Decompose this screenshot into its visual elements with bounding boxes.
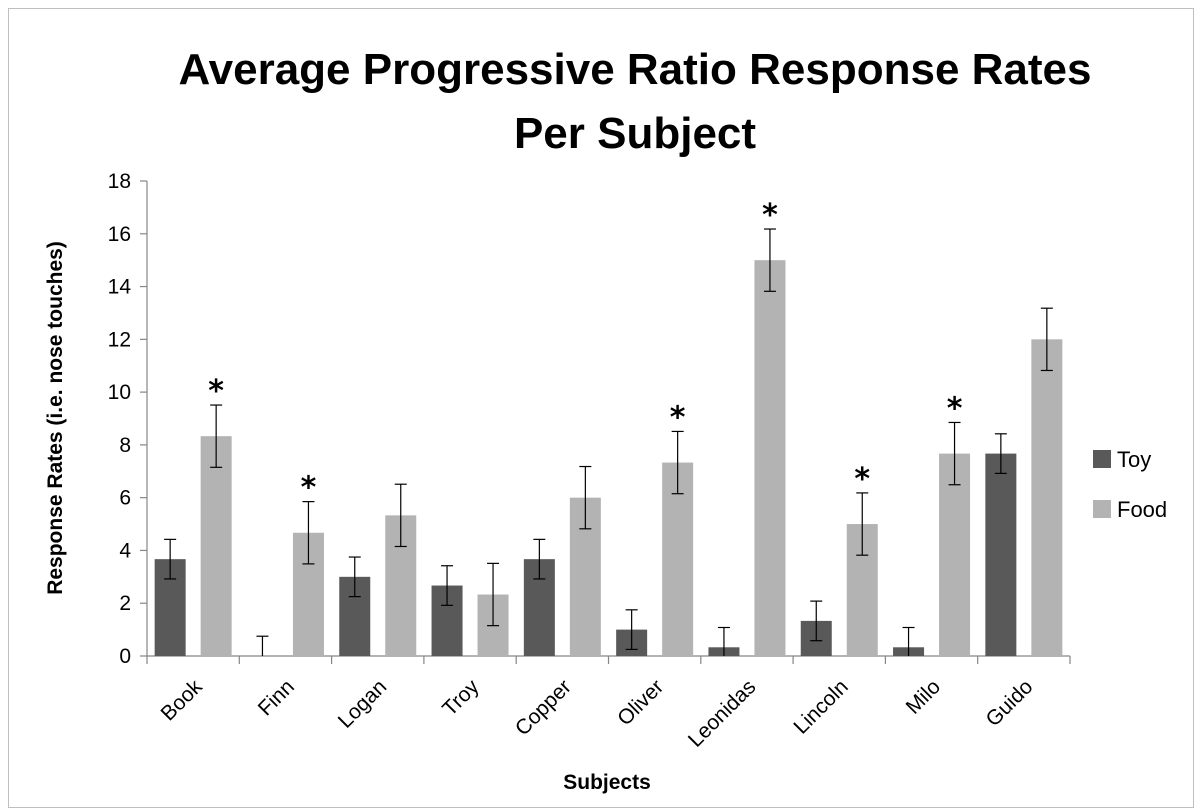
significance-marker: * <box>208 374 224 409</box>
significance-marker: * <box>854 462 870 497</box>
bar-food <box>939 453 971 656</box>
chart-title-line-2: Per Subject <box>513 109 757 158</box>
bar-food <box>662 462 694 656</box>
x-tick-label: Leonidas <box>684 675 761 752</box>
bar-food <box>1031 339 1063 656</box>
y-tick-label: 0 <box>119 645 131 668</box>
significance-marker: * <box>301 471 317 506</box>
legend-swatch-food <box>1093 500 1111 518</box>
bar-food <box>754 260 786 656</box>
legend-swatch-toy <box>1093 450 1111 468</box>
y-tick-label: 10 <box>108 381 131 404</box>
x-tick-label: Milo <box>902 675 945 718</box>
x-tick-label: Lincoln <box>789 675 852 738</box>
significance-marker: * <box>947 391 963 426</box>
y-tick-label: 18 <box>108 170 131 193</box>
x-tick-label: Guido <box>981 675 1037 731</box>
legend-label-food: Food <box>1117 497 1167 522</box>
x-tick-label: Copper <box>511 675 576 740</box>
significance-marker: * <box>762 198 778 233</box>
bar-food <box>200 436 232 656</box>
x-tick-label: Finn <box>254 675 299 720</box>
bar-toy <box>985 453 1017 656</box>
x-tick-label: Logan <box>334 675 392 733</box>
chart-frame <box>8 8 1194 808</box>
x-tick-label: Book <box>157 675 207 725</box>
chart-title-line-1: Average Progressive Ratio Response Rates <box>178 45 1092 94</box>
y-tick-label: 6 <box>119 487 131 510</box>
x-axis-title: Subjects <box>563 771 651 794</box>
x-tick-label: Troy <box>438 675 484 721</box>
y-tick-label: 4 <box>119 539 131 562</box>
y-tick-label: 12 <box>108 328 131 351</box>
significance-marker: * <box>670 400 686 435</box>
y-axis-title: Response Rates (i.e. nose touches) <box>44 241 67 595</box>
x-tick-label: Oliver <box>613 675 668 730</box>
y-tick-label: 16 <box>108 223 131 246</box>
legend-label-toy: Toy <box>1117 447 1151 472</box>
y-tick-label: 14 <box>108 276 132 299</box>
y-tick-label: 2 <box>119 592 131 615</box>
y-tick-label: 8 <box>119 434 131 457</box>
